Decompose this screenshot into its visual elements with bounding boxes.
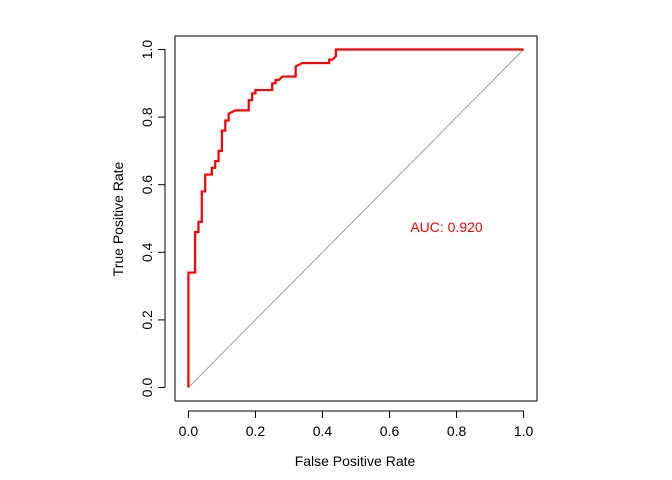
- x-axis: 0.0 0.2 0.4 0.6 0.8 1.0: [179, 410, 534, 439]
- x-axis-label: False Positive Rate: [295, 453, 416, 469]
- y-tick-label: 0.6: [139, 175, 155, 195]
- reference-diagonal-line: [188, 49, 524, 388]
- y-axis-label: True Positive Rate: [110, 161, 126, 276]
- x-tick-label: 1.0: [514, 423, 534, 439]
- x-tick-label: 0.8: [447, 423, 467, 439]
- y-tick-label: 0.4: [139, 242, 155, 262]
- reference-line-layer: [188, 49, 524, 388]
- roc-curve-layer: [187, 48, 524, 388]
- x-tick-label: 0.6: [380, 423, 400, 439]
- x-tick-label: 0.4: [313, 423, 333, 439]
- roc-curve-line: [187, 48, 524, 388]
- y-tick-label: 0.0: [139, 378, 155, 398]
- plot-frame: [174, 35, 538, 402]
- y-tick-label: 0.2: [139, 310, 155, 330]
- y-tick-label: 1.0: [139, 40, 155, 60]
- y-tick-label: 0.8: [139, 107, 155, 127]
- x-tick-label: 0.2: [246, 423, 266, 439]
- y-axis: 0.0 0.2 0.4 0.6 0.8 1.0: [139, 40, 166, 398]
- auc-annotation: AUC: 0.920: [410, 219, 483, 235]
- x-tick-label: 0.0: [179, 423, 199, 439]
